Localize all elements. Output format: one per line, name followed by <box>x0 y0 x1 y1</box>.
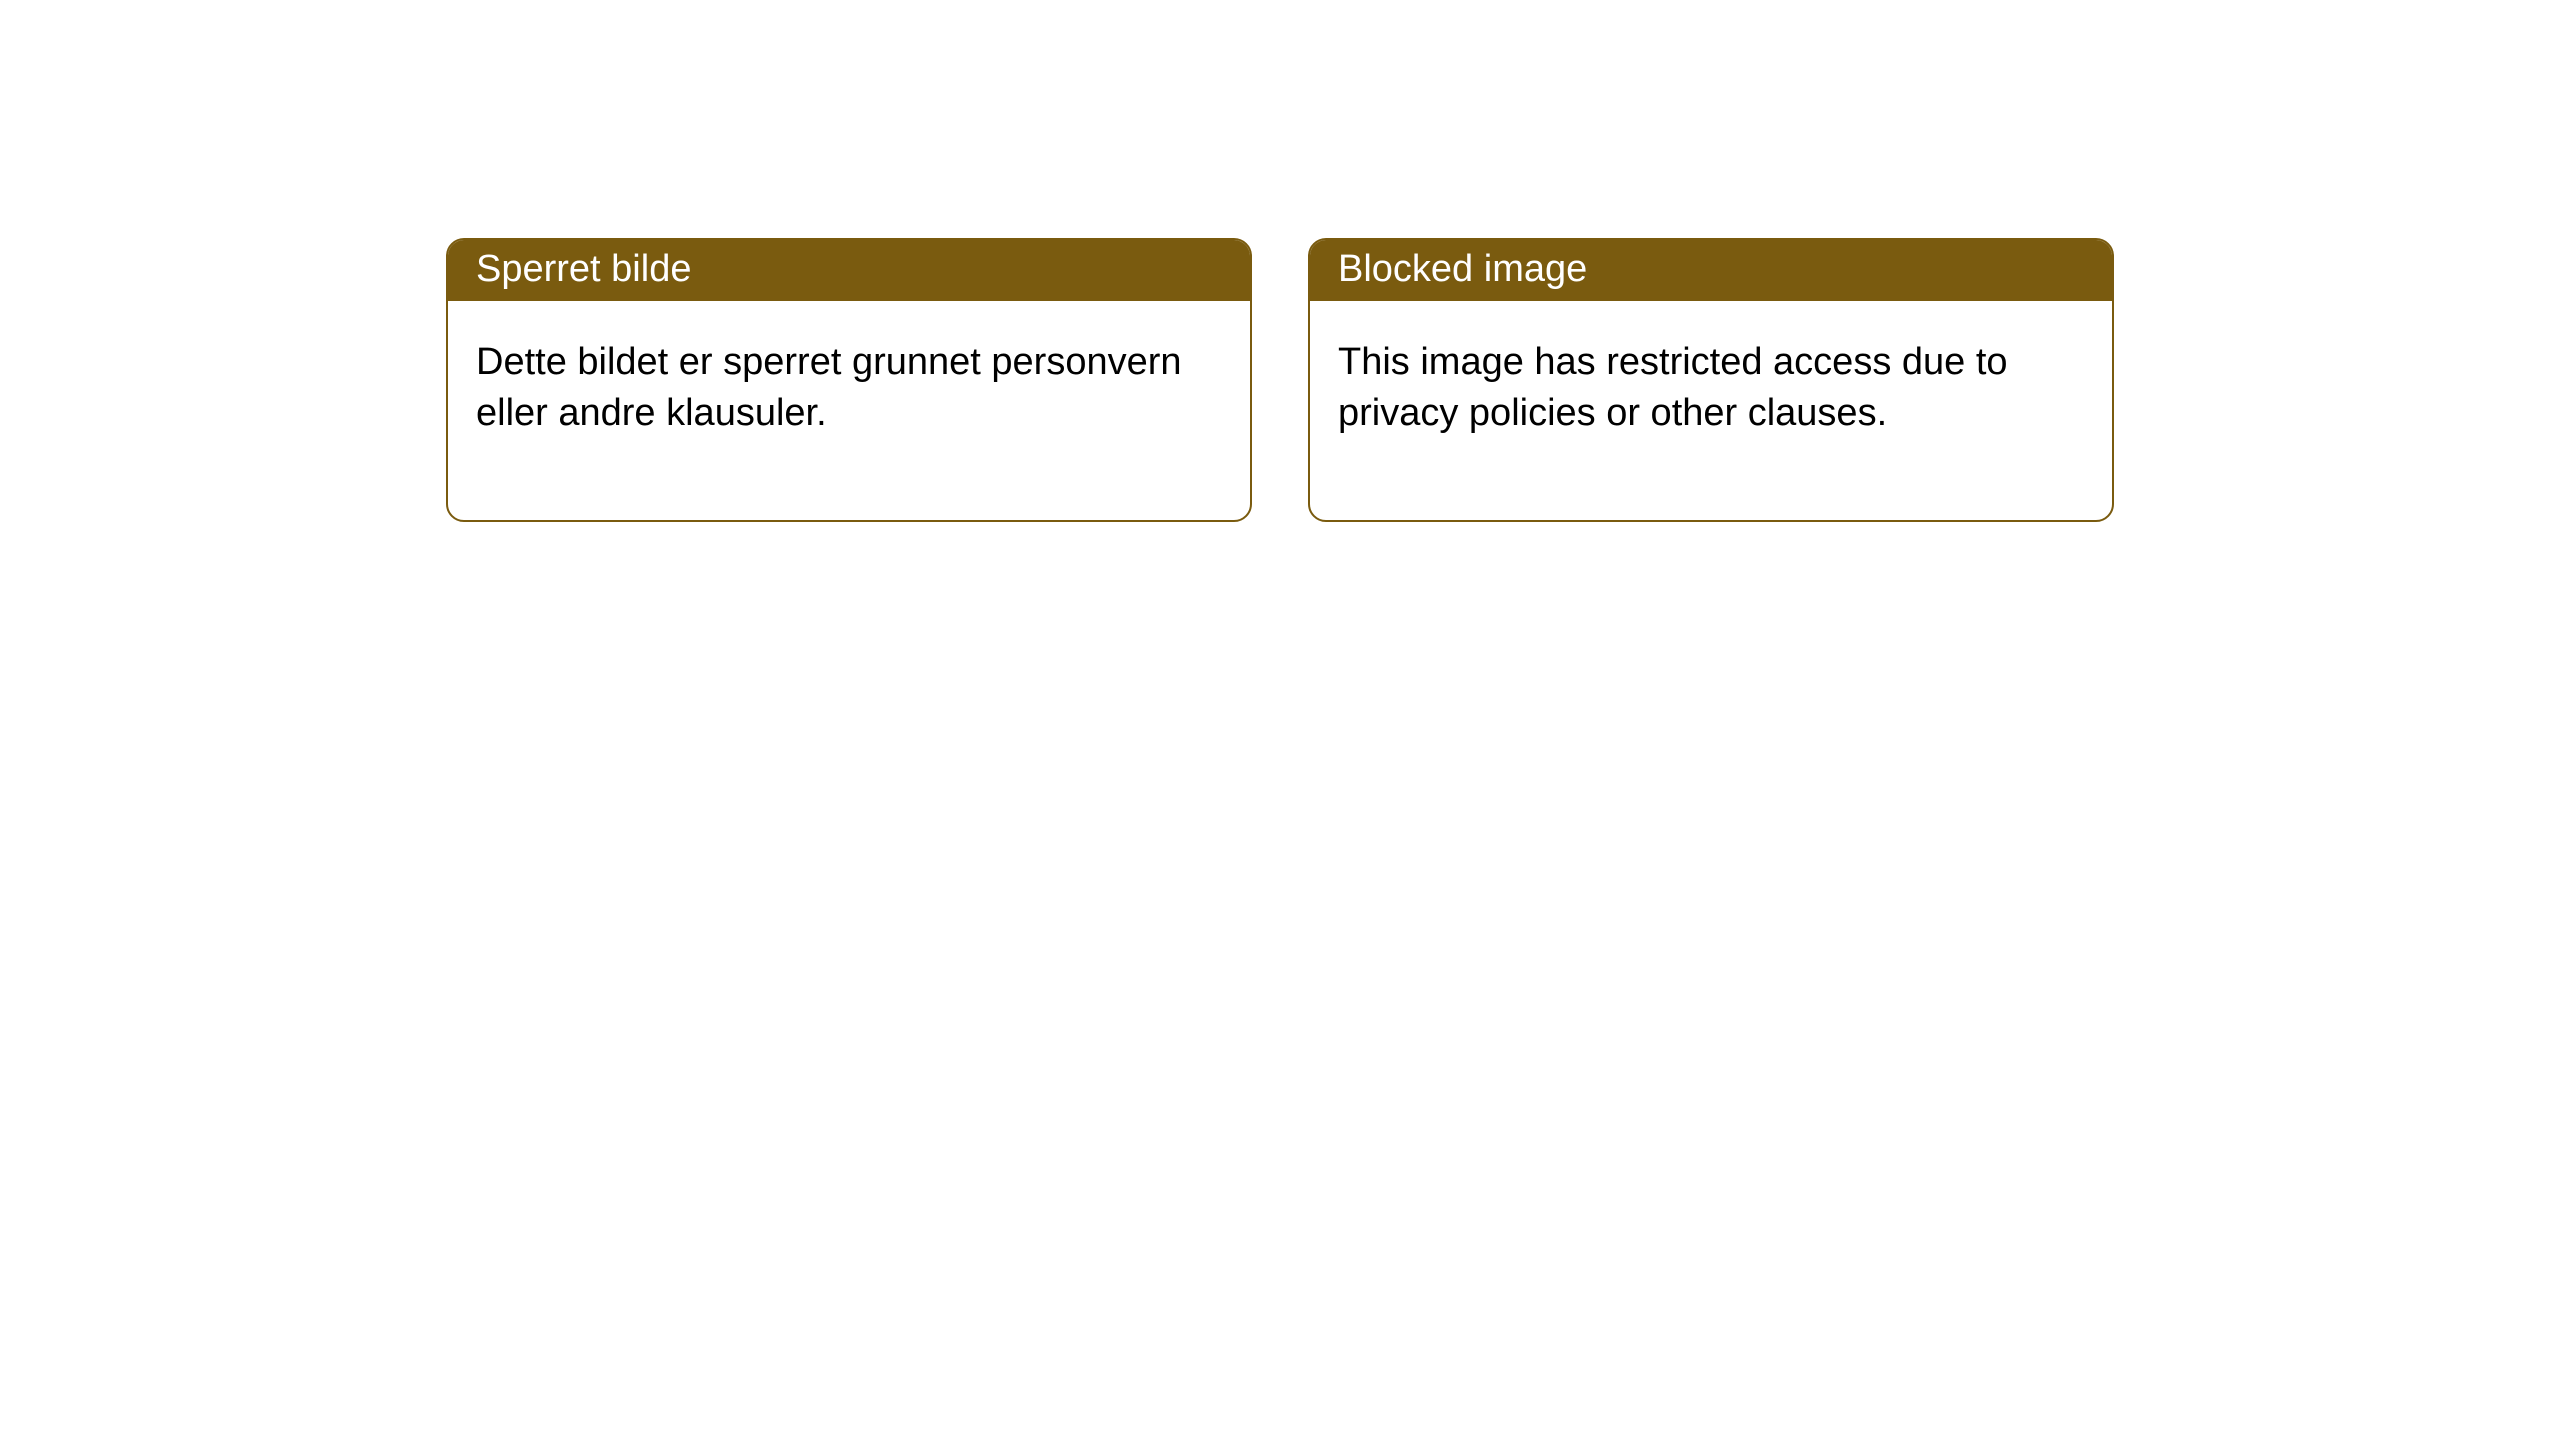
notice-card-body: This image has restricted access due to … <box>1310 301 2112 520</box>
notice-card-title: Blocked image <box>1310 240 2112 301</box>
notice-card-body: Dette bildet er sperret grunnet personve… <box>448 301 1250 520</box>
notice-card-english: Blocked image This image has restricted … <box>1308 238 2114 522</box>
notice-card-norwegian: Sperret bilde Dette bildet er sperret gr… <box>446 238 1252 522</box>
notice-card-title: Sperret bilde <box>448 240 1250 301</box>
notice-container: Sperret bilde Dette bildet er sperret gr… <box>0 0 2560 522</box>
